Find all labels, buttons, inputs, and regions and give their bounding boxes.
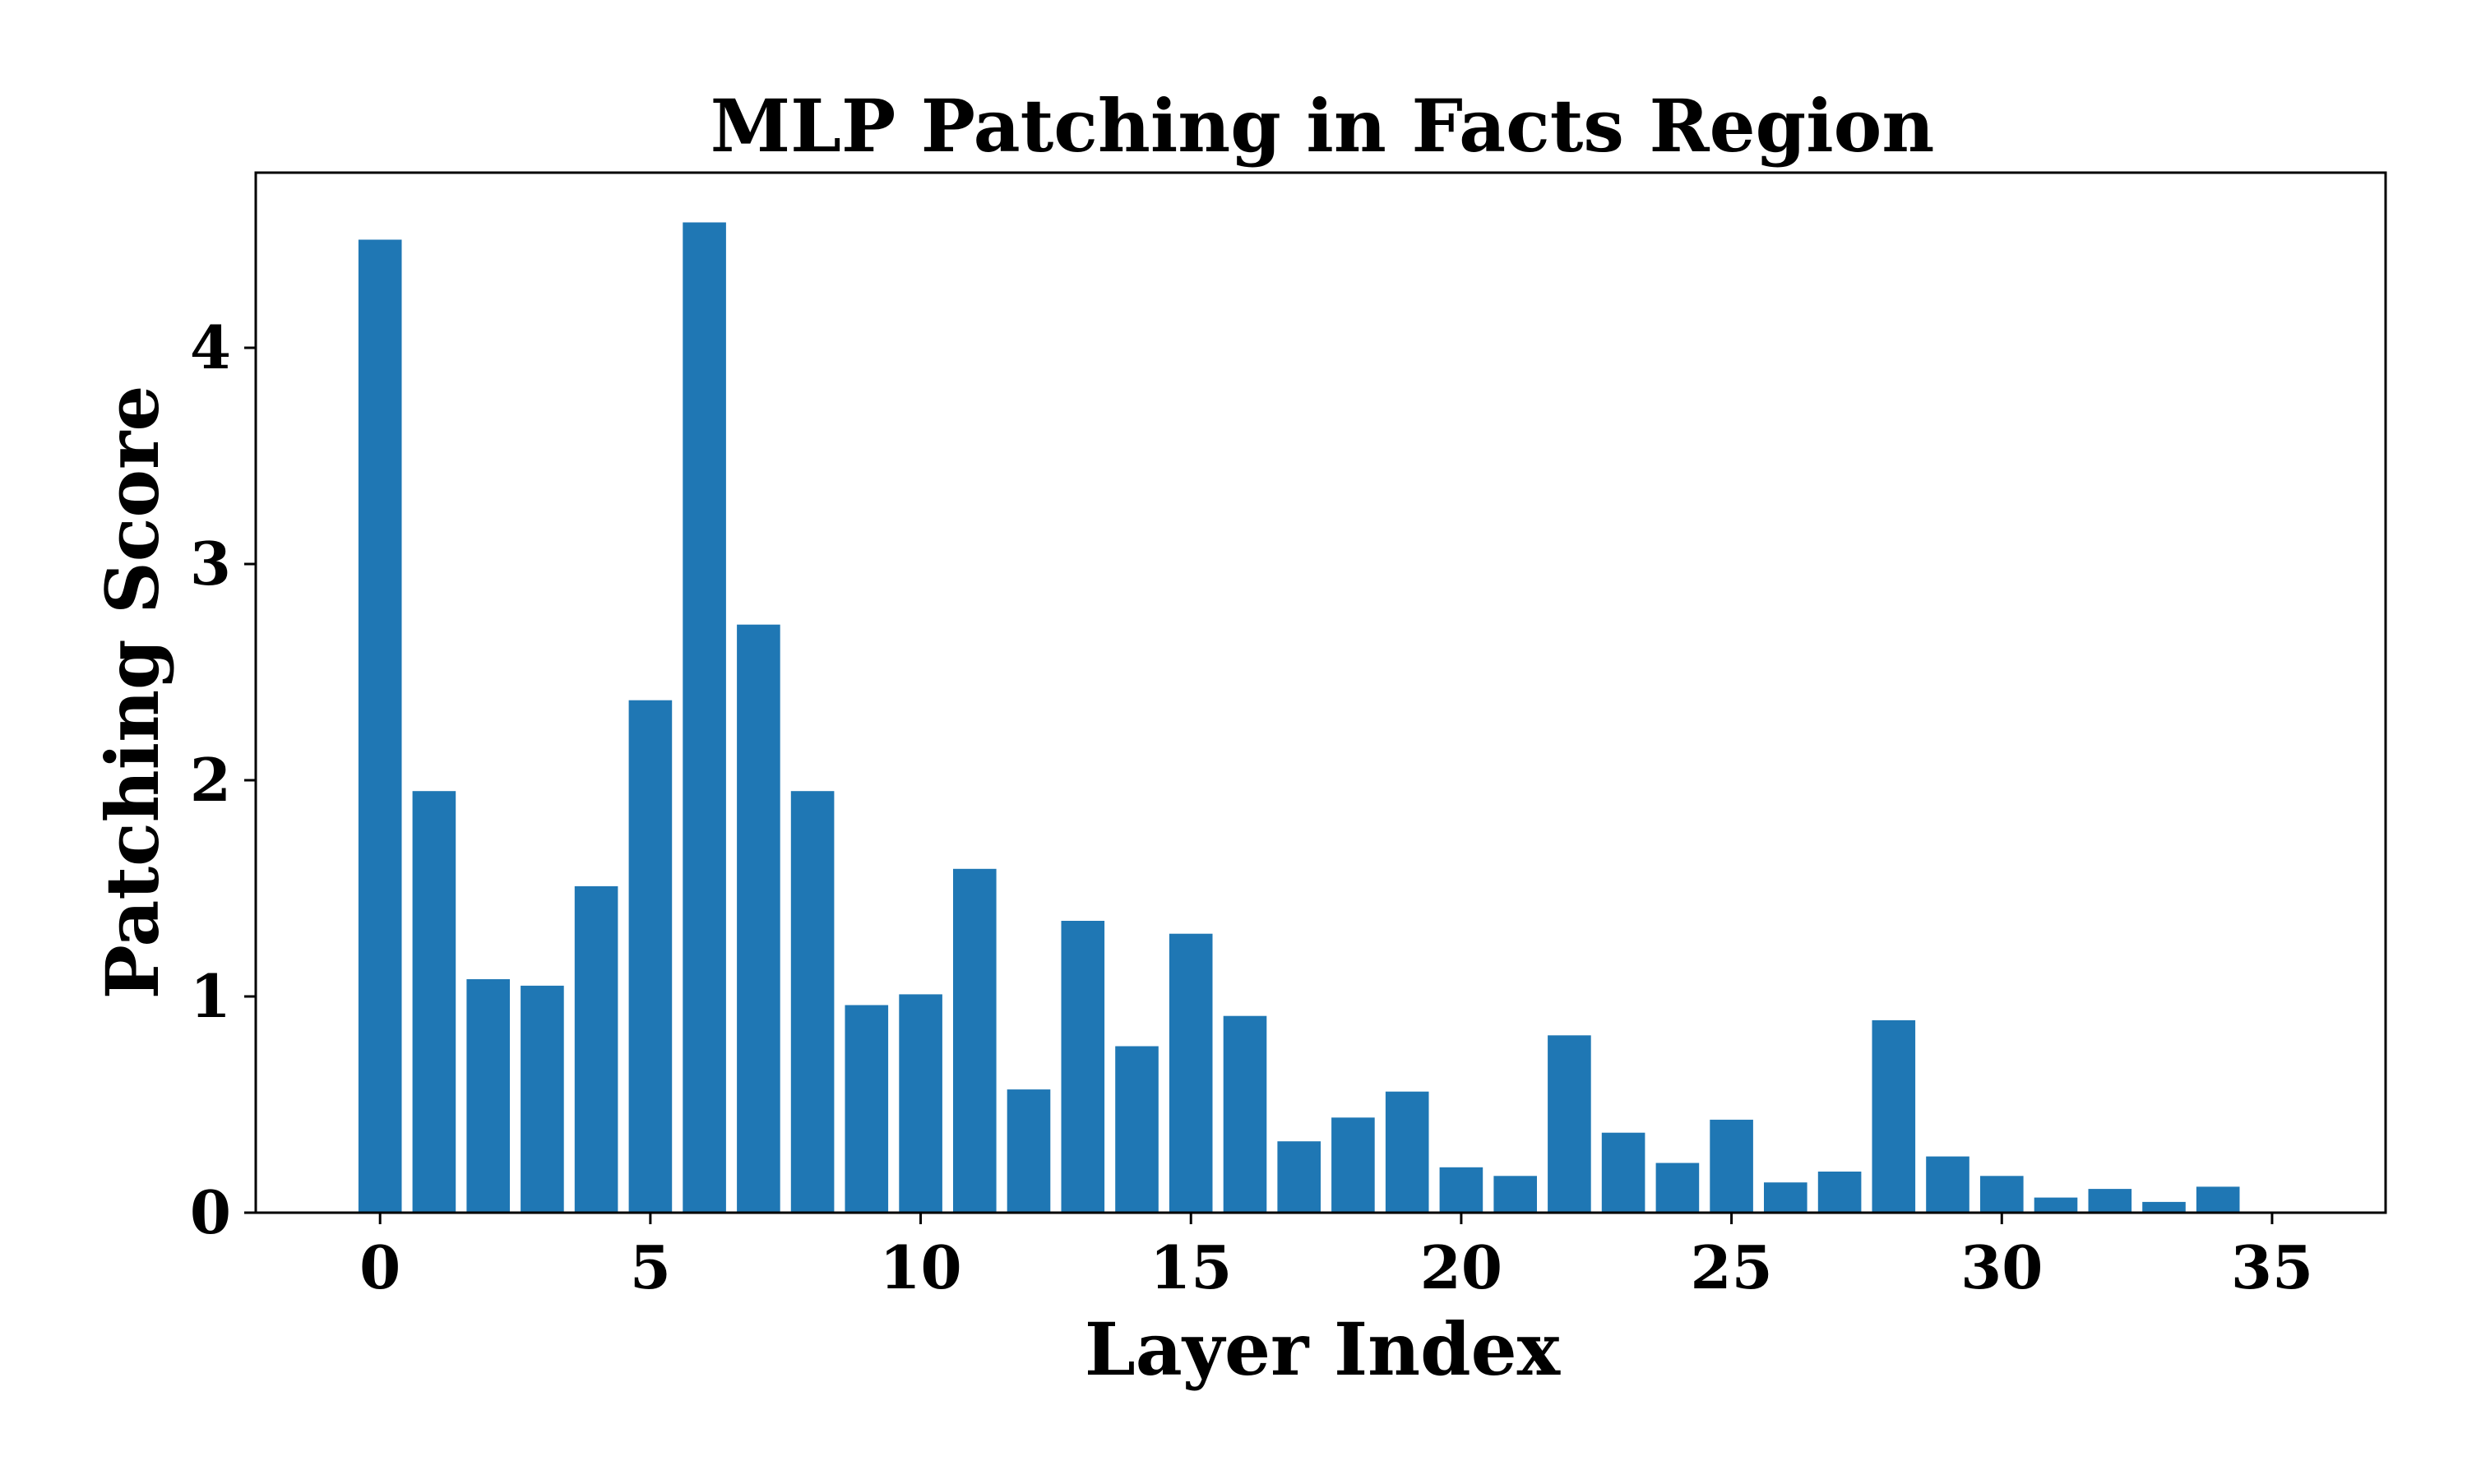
bar-layer-21 [1493, 1176, 1537, 1213]
y-tick-label: 1 [190, 961, 231, 1031]
bar-layer-9 [845, 1005, 889, 1213]
y-tick-label: 4 [190, 312, 231, 382]
bar-layer-34 [2196, 1186, 2240, 1213]
bar-layer-15 [1169, 933, 1213, 1213]
bar-layer-4 [574, 885, 618, 1213]
bar-layer-20 [1439, 1167, 1483, 1213]
bar-layer-27 [1817, 1172, 1862, 1213]
bar-layer-32 [2088, 1189, 2132, 1213]
y-axis-label: Patching Score [90, 386, 175, 1000]
bar-layer-0 [358, 239, 402, 1213]
bar-layer-19 [1385, 1091, 1429, 1213]
bar-layer-16 [1223, 1015, 1267, 1213]
bar-layer-31 [2034, 1197, 2078, 1213]
y-tick-label: 3 [190, 529, 231, 599]
bar-layer-13 [1061, 921, 1105, 1213]
x-tick-label: 35 [2231, 1232, 2313, 1302]
bar-layer-10 [899, 994, 942, 1213]
bar-layer-17 [1277, 1141, 1321, 1213]
chart-title: MLP Patching in Facts Region [710, 83, 1935, 169]
x-tick-label: 20 [1420, 1232, 1502, 1302]
bar-layer-18 [1331, 1117, 1375, 1213]
bar-layer-28 [1872, 1019, 1916, 1213]
bar-layer-33 [2142, 1201, 2186, 1213]
x-tick-label: 15 [1150, 1232, 1232, 1302]
x-axis-ticks: 0 5 10 15 20 25 30 35 [359, 1213, 2313, 1302]
x-tick-label: 0 [359, 1232, 400, 1302]
bar-layer-23 [1601, 1132, 1645, 1213]
bar-layer-12 [1007, 1089, 1051, 1213]
x-tick-label: 30 [1960, 1232, 2043, 1302]
bar-layer-29 [1926, 1156, 1969, 1213]
bar-layer-8 [790, 791, 835, 1213]
bar-layer-5 [628, 700, 673, 1213]
y-tick-label: 0 [190, 1177, 231, 1247]
x-axis-label: Layer Index [1085, 1306, 1562, 1392]
bar-layer-24 [1655, 1163, 1700, 1213]
y-tick-label: 2 [190, 745, 231, 815]
bar-layer-25 [1710, 1119, 1753, 1213]
bar-layer-3 [521, 985, 564, 1213]
plot-area-frame [254, 171, 2387, 1214]
bar-layer-22 [1548, 1035, 1591, 1213]
bar-layer-14 [1115, 1046, 1159, 1213]
bars-group [358, 222, 2240, 1213]
bar-layer-7 [737, 624, 780, 1213]
x-tick-label: 25 [1690, 1232, 1772, 1302]
bar-layer-2 [466, 979, 510, 1213]
y-axis-ticks: 0 1 2 3 4 [190, 312, 256, 1247]
bar-layer-30 [1980, 1176, 2024, 1213]
x-tick-label: 5 [630, 1232, 671, 1302]
bar-layer-6 [683, 222, 726, 1213]
bar-layer-11 [953, 868, 997, 1213]
bar-layer-1 [412, 791, 456, 1213]
bar-layer-26 [1764, 1182, 1807, 1213]
x-tick-label: 10 [879, 1232, 961, 1302]
